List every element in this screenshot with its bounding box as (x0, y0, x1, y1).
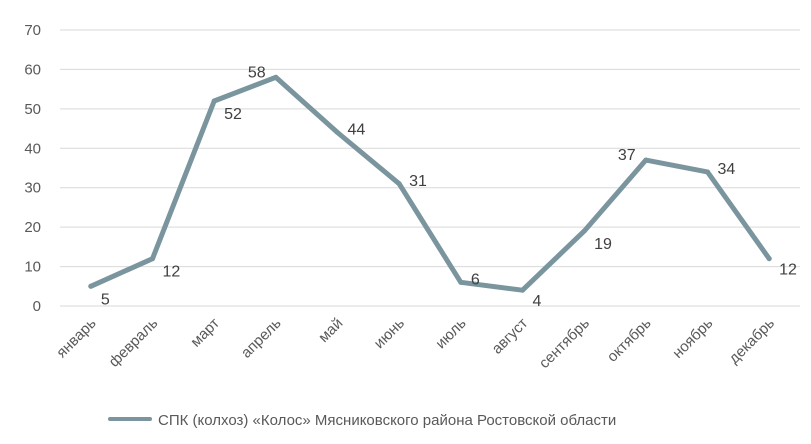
x-tick-label: декабрь (726, 315, 779, 368)
data-label: 19 (594, 236, 612, 253)
gridlines (60, 29, 800, 307)
data-point (458, 279, 464, 285)
data-label: 44 (348, 122, 366, 139)
data-point (643, 157, 649, 163)
data-point (766, 256, 772, 262)
x-tick-label: сентябрь (536, 315, 593, 372)
x-tick-label: май (315, 315, 346, 346)
x-tick-label: январь (53, 315, 100, 362)
x-tick-label: июнь (371, 315, 408, 352)
y-tick-label: 30 (24, 180, 41, 197)
data-point (705, 169, 710, 175)
series-line (88, 74, 772, 293)
x-tick-label: ноябрь (669, 315, 716, 362)
x-tick-label: февраль (106, 315, 162, 371)
x-axis-ticks: январь февраль март апрель май июнь июль август… (53, 315, 778, 372)
x-tick-label: апрель (238, 315, 285, 362)
data-label: 31 (409, 173, 427, 190)
data-point (150, 256, 155, 262)
data-label: 6 (471, 271, 480, 288)
y-tick-label: 0 (33, 298, 41, 315)
data-point (335, 130, 340, 136)
data-label: 12 (163, 264, 181, 281)
data-point (211, 98, 217, 104)
data-label: 34 (718, 161, 736, 178)
data-label: 58 (248, 64, 266, 81)
y-tick-label: 70 (24, 22, 41, 39)
series-lines (88, 74, 772, 293)
data-point (88, 283, 94, 289)
y-tick-label: 60 (24, 61, 41, 78)
y-axis-ticks: 0 10 20 30 40 50 60 70 (24, 22, 41, 315)
data-label: 37 (618, 147, 636, 164)
x-tick-label: март (187, 315, 223, 351)
data-point (396, 181, 402, 187)
data-label: 4 (533, 293, 542, 310)
data-label: 52 (224, 106, 242, 123)
legend: СПК (колхоз) «Колос» Мясниковского район… (108, 412, 616, 429)
data-point (273, 74, 279, 80)
data-point (520, 287, 525, 293)
y-tick-label: 40 (24, 140, 41, 157)
x-tick-label: август (489, 315, 532, 358)
data-labels: 5 12 52 58 44 31 6 4 19 37 34 12 (101, 64, 797, 310)
y-tick-label: 50 (24, 101, 41, 118)
data-label: 5 (101, 291, 110, 308)
y-tick-label: 10 (24, 259, 41, 276)
data-point (581, 228, 587, 234)
x-tick-label: октябрь (604, 315, 655, 366)
data-label: 12 (779, 262, 797, 279)
x-tick-label: июль (432, 315, 470, 353)
legend-label: СПК (колхоз) «Колос» Мясниковского район… (158, 412, 616, 429)
y-tick-label: 20 (24, 219, 41, 236)
